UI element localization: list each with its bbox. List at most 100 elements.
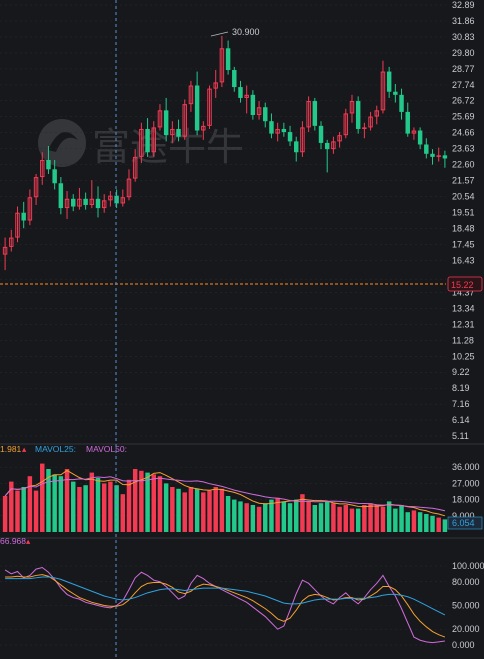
mavol5-value: 1.981 [0,444,22,454]
volume-bars [2,463,448,532]
price-tick-label: 21.57 [452,176,475,186]
candle-body [312,101,318,126]
candle-body [145,128,150,153]
candle-body [207,88,212,126]
indicator-tick-label: 80.000 [452,577,480,587]
volume-bar [21,487,26,532]
volume-bar [417,512,423,532]
volume-bar [64,469,70,532]
candle-body [2,246,8,255]
candle-body [15,212,20,238]
watermark-icon [38,119,86,167]
candle-body [399,94,404,112]
max-price-label: 30.900 [232,27,260,37]
candle-body [318,125,324,143]
candle-body [232,70,237,88]
volume-bar [275,497,280,532]
price-tick-label: 8.19 [452,383,470,393]
volume-bar [380,506,386,532]
volume-bar [40,463,45,532]
volume-bar [139,470,144,532]
candle-body [411,130,417,134]
candle-body [417,130,423,145]
price-axis: 32.89 31.86 30.83 29.80 28.77 27.74 26.72 25.69… [452,0,475,441]
candle-body [27,197,33,221]
candle-body [436,155,441,157]
volume-bar [424,514,429,532]
volume-bar [306,501,311,532]
price-tick-label: 19.51 [452,208,475,218]
volume-bar [250,505,256,532]
price-tick-label: 17.45 [452,240,475,250]
volume-bar [132,469,138,532]
candle-body [263,107,268,122]
volume-bar [83,485,88,532]
candle-body [170,128,175,136]
candle-body [306,101,311,128]
volume-bar [337,506,342,532]
price-tick-label: 28.77 [452,64,475,74]
indicator-value: 66.968 [0,536,26,546]
volume-bar [312,505,318,532]
indicator-lines [4,566,446,644]
price-tick-label: 12.31 [452,319,475,329]
candle-body [151,127,156,153]
indicator-axis: 100.000 80.000 50.000 20.000 0.000 [452,561,484,650]
volume-last-tag [447,516,483,530]
price-tick-label: 18.48 [452,224,475,234]
price-tick-label: 27.74 [452,80,475,90]
indicator-line-orange [5,574,446,638]
candle-body [21,212,26,221]
candle-body [201,125,206,131]
volume-bar [114,485,119,532]
candle-body [331,141,336,150]
volume-bar [430,515,435,532]
volume-bar [287,503,293,532]
volume-bar [362,505,367,532]
max-label-leader [210,31,229,37]
volume-ma-line [4,469,446,517]
candle-body [281,128,287,133]
price-tick-label: 32.89 [452,0,475,10]
volume-bar [368,503,373,532]
candle-body [362,127,367,129]
candle-body [132,156,138,179]
candle-body [355,101,361,129]
volume-bar [219,488,225,532]
volume-bar [349,508,355,532]
volume-bar [77,487,82,532]
volume-bar [269,499,274,532]
candle-body [386,71,392,92]
volume-ma-lines [4,469,446,517]
volume-bar [355,508,361,532]
price-tick-label: 31.86 [452,16,475,26]
candle-body [108,195,113,201]
candle-body [95,198,101,209]
price-tick-label: 10.25 [452,351,475,361]
volume-bar [343,505,349,532]
volume-bar [95,478,101,532]
candle-body [52,169,57,184]
candle-body [287,132,293,142]
candle-body [300,127,305,153]
candle-body [424,144,429,154]
candle-body [40,159,45,178]
candle-body [269,121,274,134]
volume-bar [52,474,57,532]
volume-bar [399,505,404,532]
candle-body [101,200,107,209]
volume-tick-label: 18.000 [452,495,480,505]
candle-body [157,110,163,128]
volume-bar [157,476,163,532]
volume-tick-label: 9.000 [452,511,475,521]
volume-bar [263,503,268,532]
candle-body [337,135,342,142]
candle-body [430,153,435,157]
price-tick-label: 13.34 [452,303,475,313]
volume-bar [108,481,113,532]
candle-body [256,107,262,115]
volume-bar [207,490,212,532]
candle-body [343,113,349,136]
price-tick-label: 29.80 [452,48,475,58]
